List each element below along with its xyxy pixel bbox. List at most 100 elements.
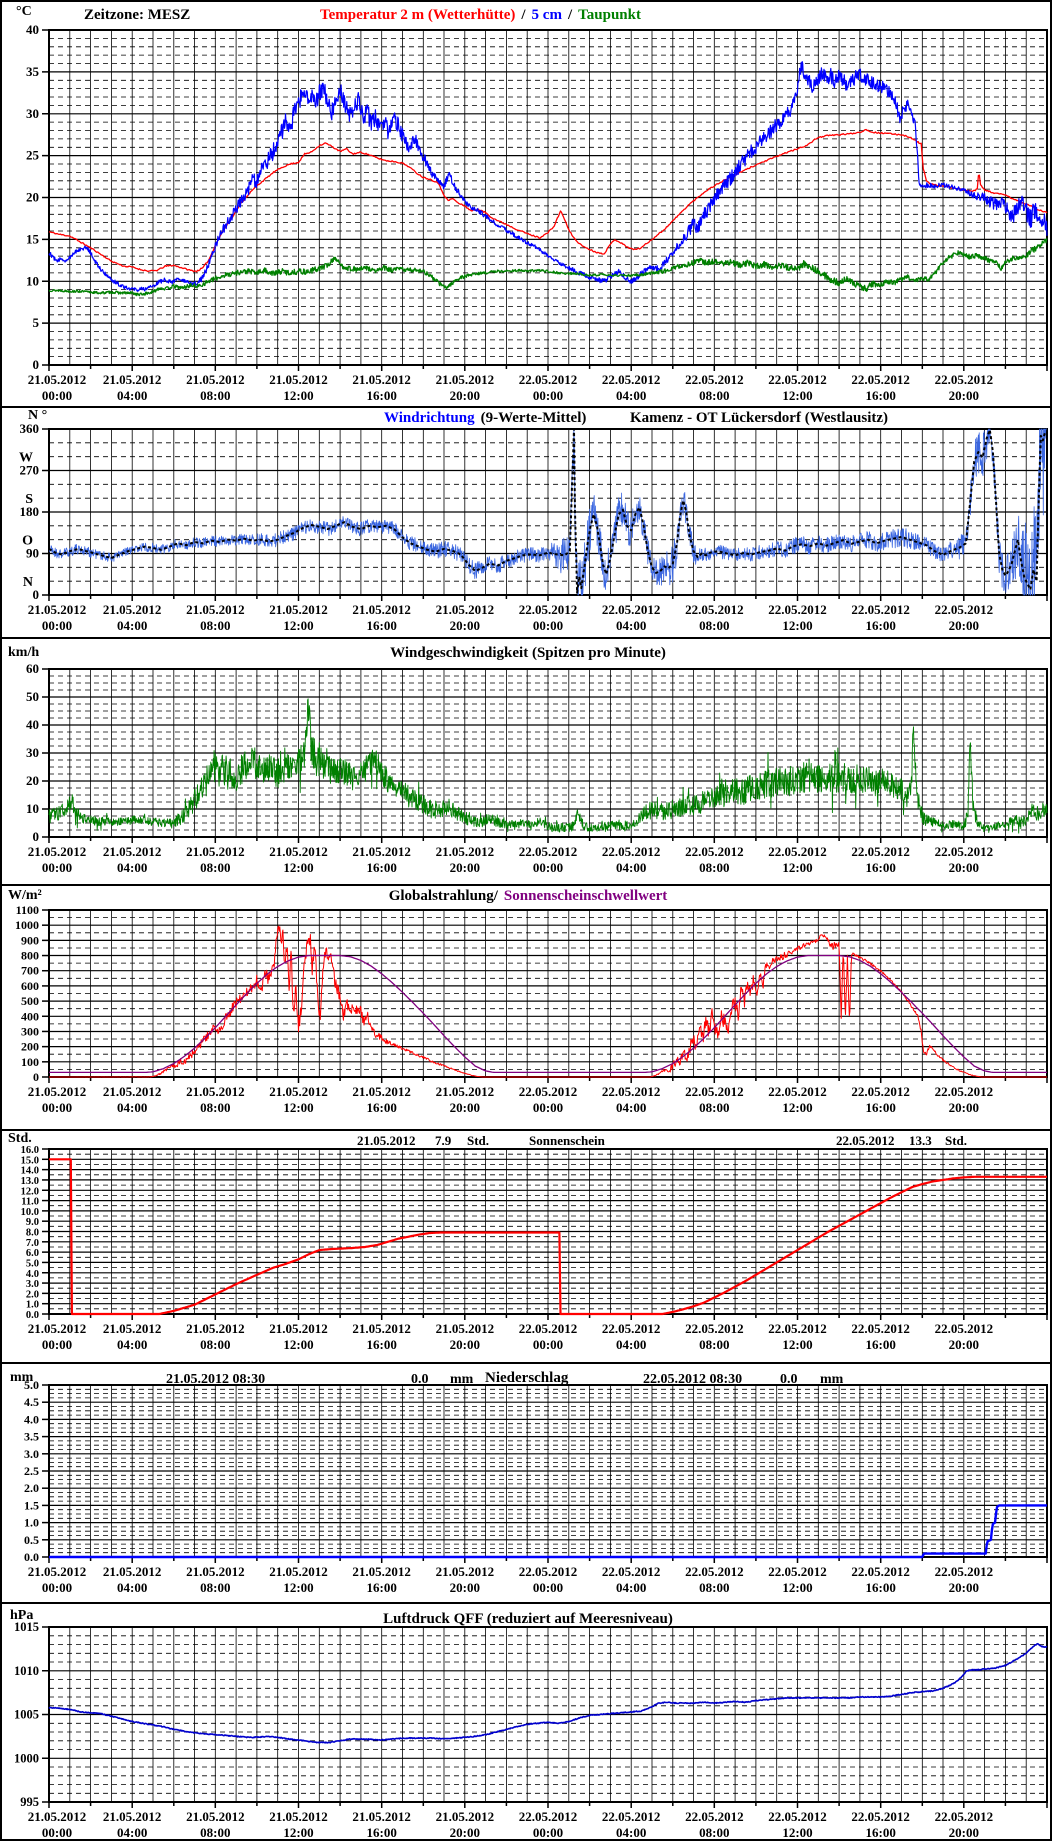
svg-text:20:00: 20:00 (949, 618, 979, 633)
svg-text:20: 20 (26, 190, 39, 205)
panel-wind-speed: 60 50 40 30 20 10 0 21.05.2012 00:00 21.05.2012 04… (2, 637, 1050, 884)
chart-wind_speed: 605040302010021.05.201200:0021.05.201204… (26, 661, 1048, 875)
svg-text:90: 90 (26, 546, 39, 561)
svg-text:3.5: 3.5 (24, 1430, 39, 1444)
svg-text:22.05.2012: 22.05.2012 (851, 1809, 910, 1824)
legend-wind-direction: Windrichtung (384, 410, 475, 426)
svg-text:20:00: 20:00 (450, 1100, 480, 1115)
panel-divider (2, 406, 1050, 408)
svg-text:20:00: 20:00 (450, 1825, 480, 1840)
svg-text:16:00: 16:00 (865, 1580, 895, 1595)
series-sunshine (48, 1158, 1048, 1316)
sunshine-day2-unit: Std. (945, 1133, 968, 1148)
svg-text:1015: 1015 (14, 1620, 39, 1634)
svg-text:21.05.2012: 21.05.2012 (28, 1321, 87, 1336)
svg-text:1005: 1005 (14, 1708, 39, 1722)
svg-text:21.05.2012: 21.05.2012 (436, 1321, 495, 1336)
svg-text:21.05.2012: 21.05.2012 (186, 1084, 245, 1099)
svg-text:12:00: 12:00 (782, 860, 812, 875)
svg-text:22.05.2012: 22.05.2012 (602, 1564, 661, 1579)
series-threshold (49, 954, 1047, 1074)
svg-text:22.05.2012: 22.05.2012 (935, 1084, 994, 1099)
panel-pressure: 1015 1010 1005 1000 995 21.05.2012 00:00 21.05.… (2, 1602, 1050, 1840)
svg-text:21.05.2012: 21.05.2012 (103, 372, 162, 387)
svg-text:22.05.2012: 22.05.2012 (851, 602, 910, 617)
svg-text:995: 995 (20, 1795, 39, 1809)
svg-text:1.5: 1.5 (24, 1498, 39, 1512)
svg-text:20:00: 20:00 (450, 618, 480, 633)
legend-wind-mean: (9-Werte-Mittel) (480, 410, 587, 426)
svg-text:21.05.2012: 21.05.2012 (186, 1321, 245, 1336)
svg-text:12:00: 12:00 (782, 1580, 812, 1595)
svg-text:21.05.2012: 21.05.2012 (186, 1564, 245, 1579)
radiation-title: Globalstrahlung/ Sonnenscheinschwellwert (2, 888, 1050, 905)
svg-text:1000: 1000 (15, 918, 39, 932)
series-precip (48, 1504, 1048, 1559)
y-unit-kmh: km/h (8, 645, 40, 660)
svg-text:4.0: 4.0 (24, 1412, 39, 1426)
svg-text:1010: 1010 (14, 1664, 39, 1678)
svg-text:10.0: 10.0 (21, 1207, 39, 1218)
timezone-label: Zeitzone: MESZ (84, 7, 191, 23)
svg-text:5.0: 5.0 (24, 1378, 39, 1392)
svg-text:21.05.2012: 21.05.2012 (28, 1084, 87, 1099)
svg-text:16.0: 16.0 (21, 1145, 39, 1156)
svg-text:5.0: 5.0 (26, 1258, 39, 1269)
svg-text:04:00: 04:00 (616, 618, 646, 633)
series-wdir_raw (48, 428, 1047, 596)
svg-text:04:00: 04:00 (616, 1337, 646, 1352)
svg-text:21.05.2012: 21.05.2012 (269, 602, 328, 617)
y-unit-degrees: N ° (28, 408, 48, 423)
chart-pressure: 101510101005100099521.05.201200:0021.05.… (14, 1620, 1048, 1840)
svg-text:2.5: 2.5 (24, 1464, 39, 1478)
svg-text:08:00: 08:00 (699, 1100, 729, 1115)
svg-text:800: 800 (21, 949, 39, 963)
svg-text:12:00: 12:00 (283, 388, 313, 403)
precipitation-title: Niederschlag (485, 1370, 569, 1386)
svg-text:22.05.2012: 22.05.2012 (519, 1564, 578, 1579)
svg-text:22.05.2012: 22.05.2012 (935, 1564, 994, 1579)
svg-text:8.0: 8.0 (26, 1228, 39, 1239)
svg-text:00:00: 00:00 (42, 1100, 72, 1115)
series-temp_5cm (48, 61, 1048, 292)
svg-text:08:00: 08:00 (699, 388, 729, 403)
svg-text:30: 30 (26, 745, 39, 760)
svg-text:22.05.2012: 22.05.2012 (602, 1084, 661, 1099)
svg-text:12:00: 12:00 (782, 388, 812, 403)
svg-text:40: 40 (26, 717, 39, 732)
svg-text:0.5: 0.5 (24, 1533, 39, 1547)
svg-text:21.05.2012: 21.05.2012 (436, 602, 495, 617)
panel-sunshine: 16.0 15.0 14.0 13.0 12.0 11.0 10.0 9.0 8.0 7.0 6.0… (2, 1129, 1050, 1362)
svg-text:00:00: 00:00 (533, 388, 563, 403)
series-pressure (48, 1642, 1048, 1744)
y-unit-wm2: W/m² (8, 888, 42, 903)
svg-text:1100: 1100 (16, 903, 39, 917)
svg-text:22.05.2012: 22.05.2012 (768, 1809, 827, 1824)
svg-text:11.0: 11.0 (21, 1197, 39, 1208)
svg-text:04:00: 04:00 (117, 860, 147, 875)
svg-text:00:00: 00:00 (533, 1100, 563, 1115)
station-name: Kamenz - OT Lückersdorf (Westlausitz) (630, 410, 889, 426)
chart-temperature: 403530252015105021.05.201200:0021.05.201… (26, 22, 1048, 403)
svg-text:1000: 1000 (14, 1751, 39, 1765)
svg-text:35: 35 (26, 64, 40, 79)
svg-text:04:00: 04:00 (117, 1337, 147, 1352)
svg-text:400: 400 (21, 1009, 39, 1023)
svg-text:4.5: 4.5 (24, 1395, 39, 1409)
svg-text:22.05.2012: 22.05.2012 (935, 1809, 994, 1824)
panel-divider (2, 1602, 1050, 1604)
svg-text:12:00: 12:00 (782, 618, 812, 633)
svg-text:21.05.2012: 21.05.2012 (436, 1564, 495, 1579)
svg-text:21.05.2012: 21.05.2012 (352, 372, 411, 387)
svg-text:700: 700 (21, 964, 39, 978)
svg-text:22.05.2012: 22.05.2012 (935, 602, 994, 617)
panel-divider (2, 1362, 1050, 1364)
svg-text:00:00: 00:00 (533, 618, 563, 633)
svg-text:21.05.2012: 21.05.2012 (103, 1321, 162, 1336)
svg-text:21.05.2012: 21.05.2012 (186, 1809, 245, 1824)
panel-divider (2, 884, 1050, 886)
svg-text:O: O (22, 534, 33, 549)
svg-text:21.05.2012: 21.05.2012 (269, 1321, 328, 1336)
svg-text:21.05.2012: 21.05.2012 (436, 1084, 495, 1099)
sunshine-day1-date: 21.05.2012 (357, 1133, 416, 1148)
